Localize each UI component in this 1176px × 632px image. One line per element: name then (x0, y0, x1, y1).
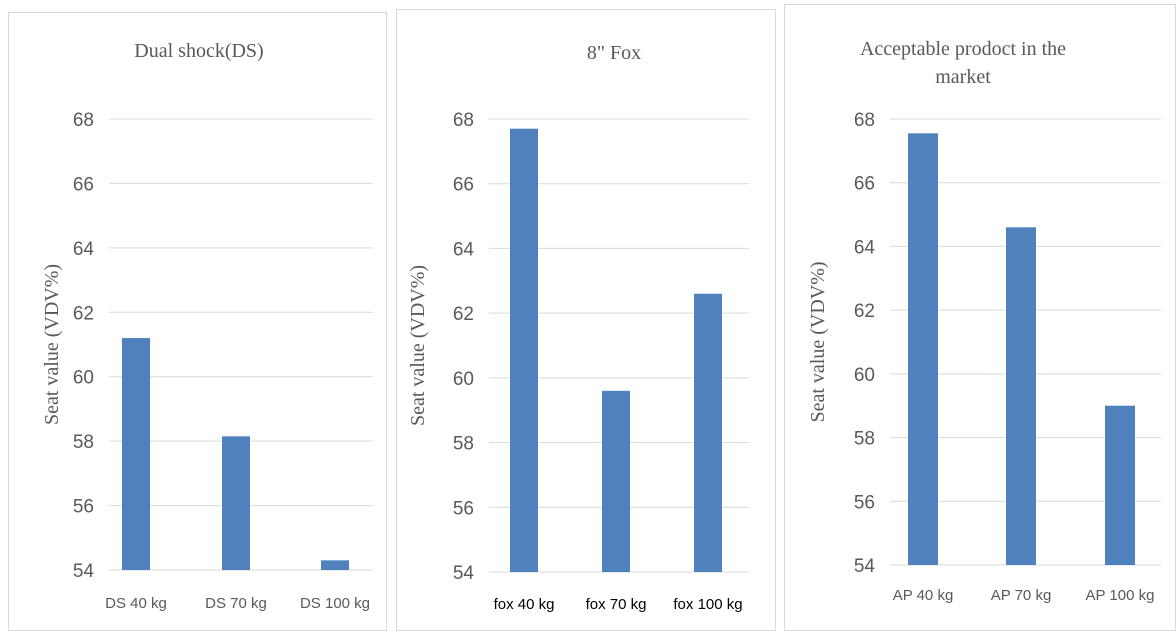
chart-title: Acceptable prodoct in the (860, 38, 1066, 60)
y-tick-label: 56 (453, 498, 474, 519)
y-tick-label: 68 (453, 110, 474, 131)
y-tick-label: 66 (73, 174, 94, 195)
bar (694, 293, 722, 572)
y-tick-label: 58 (854, 429, 875, 450)
bar-chart: 54 56 58 60 62 64 66 68 DS 40 kg DS 70 kg DS 100 k… (41, 40, 373, 612)
bar (1006, 227, 1036, 566)
y-tick-label: 56 (73, 497, 94, 518)
bar (122, 338, 150, 570)
chart-panel-fox: 54 56 58 60 62 64 66 68 fox 40 kg fox 70 kg fox 10… (396, 9, 776, 631)
chart-title: market (935, 66, 991, 88)
chart-title: Dual shock(DS) (134, 40, 263, 62)
y-tick-label: 56 (854, 492, 875, 513)
y-tick-label: 54 (73, 561, 95, 582)
y-tick-label: 64 (453, 239, 475, 260)
y-tick-label: 58 (73, 432, 94, 453)
x-category-label: fox 40 kg (494, 596, 555, 613)
x-category-label: DS 70 kg (205, 595, 267, 612)
x-category-label: AP 40 kg (893, 587, 954, 604)
y-tick-label: 58 (453, 434, 474, 455)
y-tick-label: 64 (73, 239, 95, 260)
bar (1105, 405, 1135, 565)
y-tick-label: 60 (854, 365, 875, 386)
y-tick-label: 62 (854, 301, 875, 322)
x-category-label: DS 100 kg (300, 595, 370, 612)
x-category-label: DS 40 kg (105, 595, 167, 612)
x-category-label: fox 70 kg (586, 596, 647, 613)
y-tick-label: 54 (854, 556, 876, 577)
bar (602, 390, 630, 572)
y-tick-label: 62 (453, 304, 474, 325)
y-tick-label: 60 (73, 368, 94, 389)
bar (321, 560, 349, 570)
y-axis-label: Seat value (VDV%) (807, 261, 829, 422)
y-axis-label: Seat value (VDV%) (407, 265, 429, 426)
y-tick-label: 62 (73, 303, 94, 324)
y-tick-label: 54 (453, 563, 475, 584)
y-tick-label: 66 (854, 174, 875, 195)
bar (908, 133, 938, 566)
y-tick-label: 68 (854, 110, 875, 131)
y-tick-label: 64 (854, 237, 876, 258)
y-tick-label: 66 (453, 175, 474, 196)
x-category-label: AP 70 kg (991, 587, 1052, 604)
x-category-label: fox 100 kg (673, 596, 742, 613)
chart-panel-acceptable-product: 54 56 58 60 62 64 66 68 AP 40 kg AP 70 kg AP 100 k… (784, 4, 1176, 631)
x-category-label: AP 100 kg (1086, 587, 1155, 604)
bar (510, 128, 538, 572)
y-tick-label: 60 (453, 369, 474, 390)
y-axis-label: Seat value (VDV%) (41, 264, 63, 425)
y-tick-label: 68 (73, 110, 94, 131)
bar-chart: 54 56 58 60 62 64 66 68 AP 40 kg AP 70 kg AP 100 k… (807, 38, 1161, 604)
chart-panel-dual-shock: 54 56 58 60 62 64 66 68 DS 40 kg DS 70 kg DS 100 k… (8, 12, 387, 631)
bar (222, 436, 250, 570)
bar-chart: 54 56 58 60 62 64 66 68 fox 40 kg fox 70 kg fox 10… (407, 42, 749, 613)
chart-title: 8" Fox (587, 42, 641, 64)
